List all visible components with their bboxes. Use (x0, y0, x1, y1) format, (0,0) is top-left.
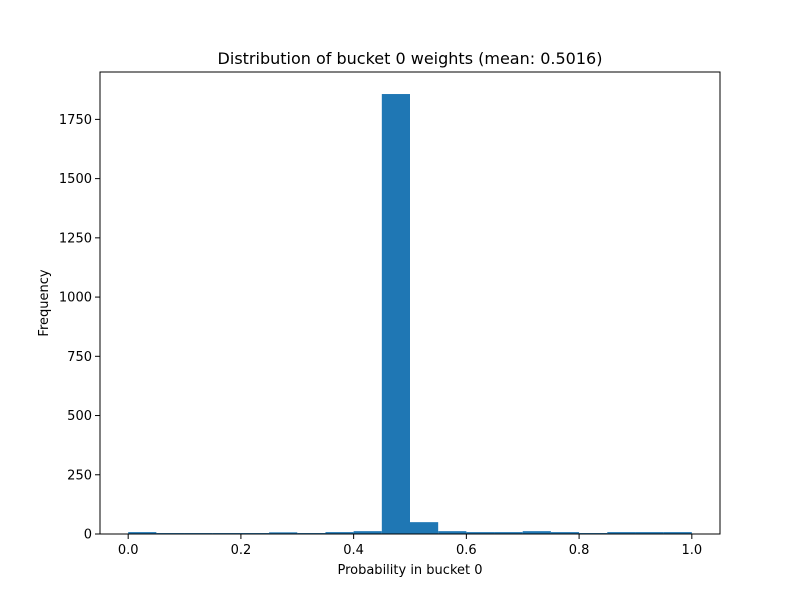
chart-title: Distribution of bucket 0 weights (mean: … (218, 49, 603, 68)
y-tick-label-6: 1500 (59, 172, 92, 187)
y-tick-label-0: 0 (84, 528, 92, 543)
histogram-bar-7 (325, 532, 354, 534)
y-tick-label-7: 1750 (59, 113, 92, 128)
plot-area-frame (99, 71, 721, 535)
x-tick-label-5: 1.0 (681, 543, 702, 558)
histogram-bar-9 (381, 94, 410, 534)
y-axis-label: Frequency (37, 269, 52, 336)
histogram-bar-8 (353, 531, 382, 534)
x-tick-label-2: 0.4 (343, 543, 364, 558)
histogram-bar-19 (663, 532, 692, 534)
histogram-bar-15 (550, 532, 580, 534)
x-axis-label: Probability in bucket 0 (337, 563, 482, 578)
histogram-bar-12 (466, 532, 495, 534)
y-tick-label-5: 1250 (59, 231, 92, 246)
y-tick-label-3: 750 (67, 350, 92, 365)
y-tick-label-1: 250 (67, 468, 92, 483)
histogram-bar-10 (410, 522, 439, 534)
x-tick-label-4: 0.8 (569, 543, 590, 558)
x-tick-label-1: 0.2 (231, 543, 252, 558)
y-tick-label-2: 500 (67, 409, 92, 424)
histogram-bar-14 (522, 531, 551, 534)
histogram-bar-18 (635, 532, 664, 534)
histogram-bar-17 (607, 532, 636, 534)
histogram-bar-13 (494, 532, 523, 534)
x-axis-ticks: 0.0 0.2 0.4 0.6 0.8 1.0 (118, 534, 702, 558)
x-tick-label-0: 0.0 (118, 543, 139, 558)
x-tick-label-3: 0.6 (456, 543, 477, 558)
y-tick-label-4: 1000 (59, 291, 92, 306)
histogram-bar-5 (269, 532, 298, 534)
y-axis-ticks: 0 250 500 750 1000 1250 1500 1750 (59, 113, 100, 543)
histogram-bar-11 (438, 531, 467, 534)
histogram-bar-0 (128, 532, 157, 534)
bars-layer (128, 94, 692, 534)
